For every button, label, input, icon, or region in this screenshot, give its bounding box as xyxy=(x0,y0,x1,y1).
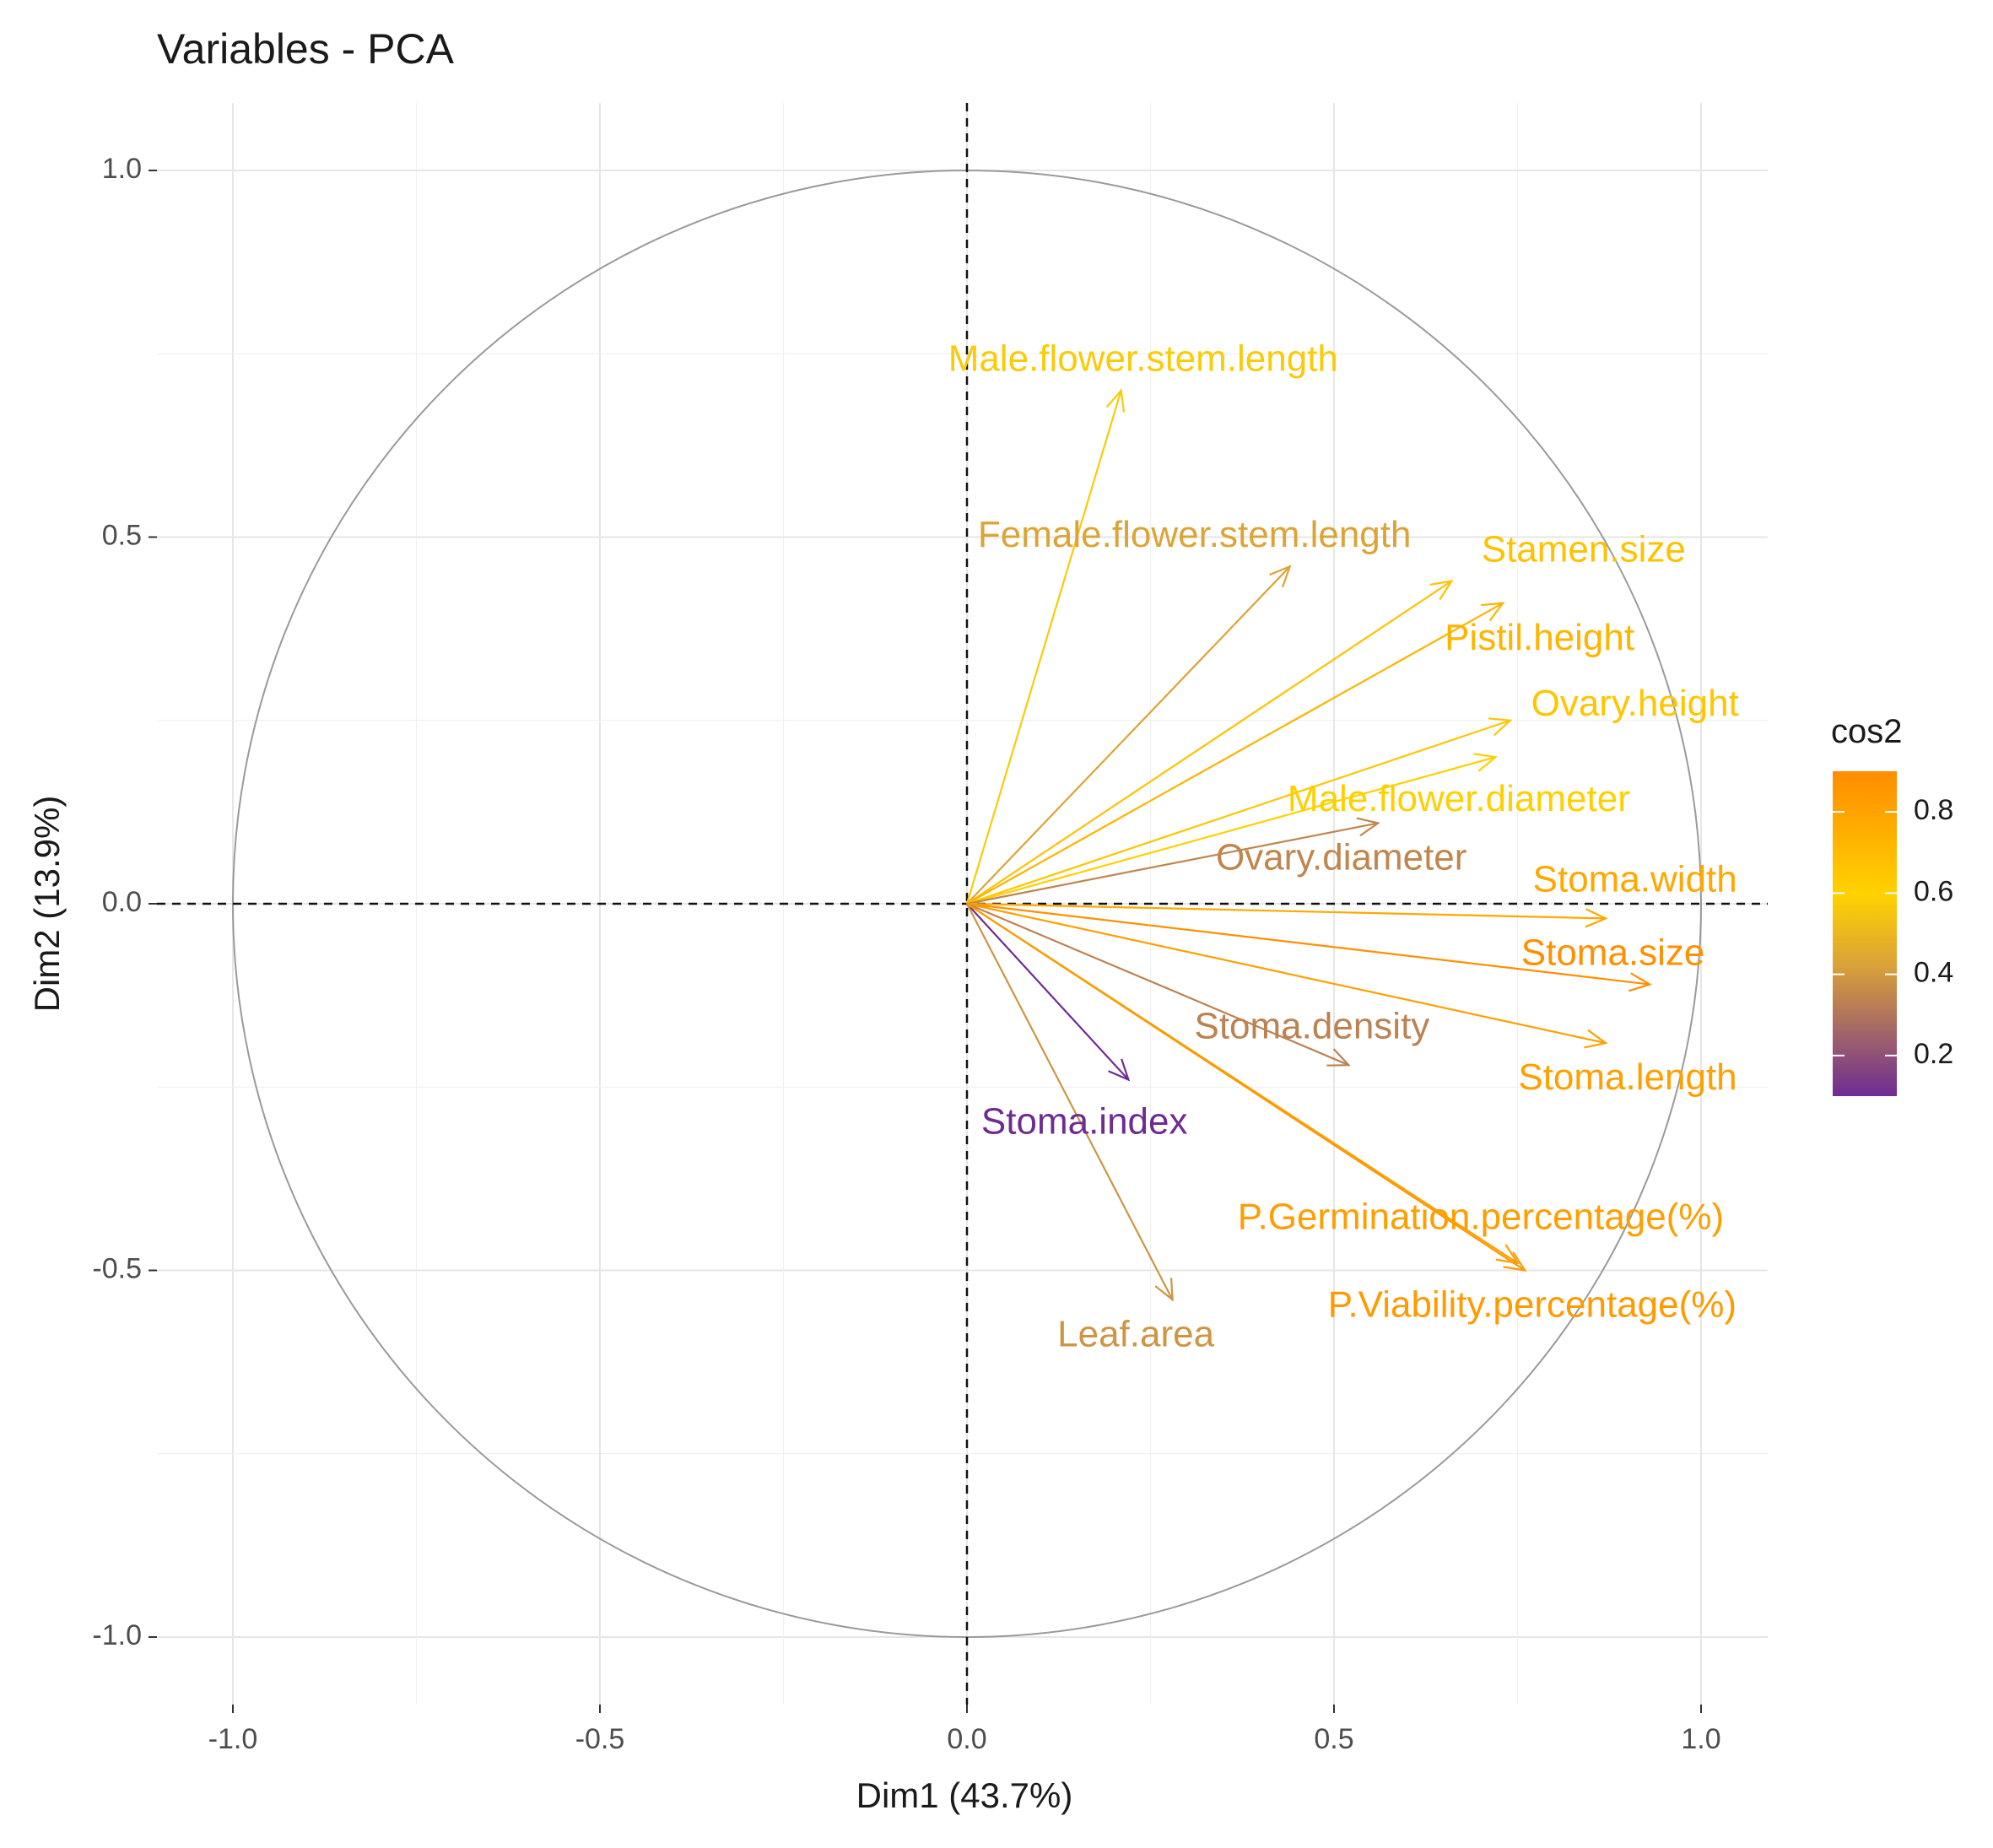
legend-colorbar xyxy=(1833,771,1897,1096)
arrow-line xyxy=(966,903,1174,1300)
arrow-head xyxy=(1154,1278,1174,1302)
legend-tick-label: 0.6 xyxy=(1914,875,1953,907)
arrow-line xyxy=(966,719,1511,905)
arrow-line xyxy=(966,756,1496,905)
variable-label: Stoma.index xyxy=(981,1100,1188,1142)
arrow-line xyxy=(966,902,1606,920)
arrow-head xyxy=(1585,908,1608,928)
arrow-line xyxy=(966,903,1526,1272)
y-tick-label: 0.0 xyxy=(102,886,142,918)
arrow-line xyxy=(966,903,1130,1081)
variable-arrows xyxy=(965,388,1652,1302)
arrow-head xyxy=(1488,717,1513,737)
x-tick-label: 1.0 xyxy=(1681,1723,1720,1755)
variable-label: Stoma.length xyxy=(1518,1056,1736,1098)
variable-label: P.Germination.percentage(%) xyxy=(1238,1196,1724,1237)
arrow-head xyxy=(1326,1048,1351,1067)
arrow-head xyxy=(1473,753,1498,772)
variable-label: Male.flower.diameter xyxy=(1288,778,1630,819)
variable-label: Female.flower.stem.length xyxy=(978,514,1412,555)
x-tick-label: -1.0 xyxy=(208,1723,258,1755)
arrow-head xyxy=(1584,1029,1608,1049)
arrow-head xyxy=(1429,580,1454,601)
x-axis-title: Dim1 (43.7%) xyxy=(856,1775,1073,1815)
variable-labels: Male.flower.stem.length Female.flower.ste… xyxy=(948,338,1739,1355)
arrow-head xyxy=(1269,565,1292,588)
x-tick-label: 0.5 xyxy=(1314,1723,1353,1755)
variable-label: Stoma.density xyxy=(1194,1005,1429,1046)
variable-label: Ovary.height xyxy=(1531,683,1739,724)
arrow-head xyxy=(1495,1244,1520,1265)
variable-label: P.Viability.percentage(%) xyxy=(1328,1284,1736,1326)
y-tick-label: 1.0 xyxy=(102,153,142,185)
variable-label: Pistil.height xyxy=(1445,617,1634,658)
arrow-line xyxy=(966,602,1504,905)
variable-label: Leaf.area xyxy=(1057,1313,1214,1354)
arrow-head xyxy=(1628,972,1652,992)
legend-tick-label: 0.8 xyxy=(1914,794,1953,826)
chart-title: Variables - PCA xyxy=(157,25,455,73)
x-axis-ticks: -1.0 -0.5 0.0 0.5 1.0 xyxy=(208,1705,1721,1755)
variable-label: Stamen.size xyxy=(1482,529,1686,570)
arrow-head xyxy=(1481,602,1505,622)
arrow-line xyxy=(966,580,1452,905)
zero-reference-lines xyxy=(157,103,1768,1705)
y-tick-label: 0.5 xyxy=(102,519,142,551)
arrow-line xyxy=(966,902,1349,1067)
arrow-line xyxy=(965,390,1122,905)
arrow-head xyxy=(1108,1058,1131,1082)
y-tick-label: -0.5 xyxy=(92,1252,142,1284)
legend-tick-label: 0.4 xyxy=(1914,957,1953,989)
arrow-line xyxy=(966,565,1291,905)
arrow-head xyxy=(1105,388,1126,413)
variable-label: Stoma.size xyxy=(1521,932,1705,973)
y-tick-label: -1.0 xyxy=(92,1619,142,1651)
y-axis-ticks: -1.0 -0.5 0.0 0.5 1.0 xyxy=(92,153,157,1651)
arrow-line xyxy=(966,902,1607,1045)
legend-title: cos2 xyxy=(1831,713,1903,750)
legend-ticks: 0.2 0.4 0.6 0.8 xyxy=(1833,794,1953,1070)
arrow-head xyxy=(1503,1251,1527,1272)
y-axis-title: Dim2 (13.9%) xyxy=(27,796,67,1013)
cos2-legend: cos2 0.2 0.4 0.6 0.8 xyxy=(1831,713,1953,1096)
legend-tick-label: 0.2 xyxy=(1914,1038,1953,1070)
variable-label: Male.flower.stem.length xyxy=(948,338,1338,380)
arrow-head xyxy=(1356,817,1380,837)
arrow-line xyxy=(966,902,1650,986)
variable-label: Ovary.diameter xyxy=(1216,836,1467,878)
x-tick-label: 0.0 xyxy=(947,1723,986,1755)
x-tick-label: -0.5 xyxy=(575,1723,625,1755)
variable-label: Stoma.width xyxy=(1533,859,1737,900)
arrow-line xyxy=(966,822,1379,905)
